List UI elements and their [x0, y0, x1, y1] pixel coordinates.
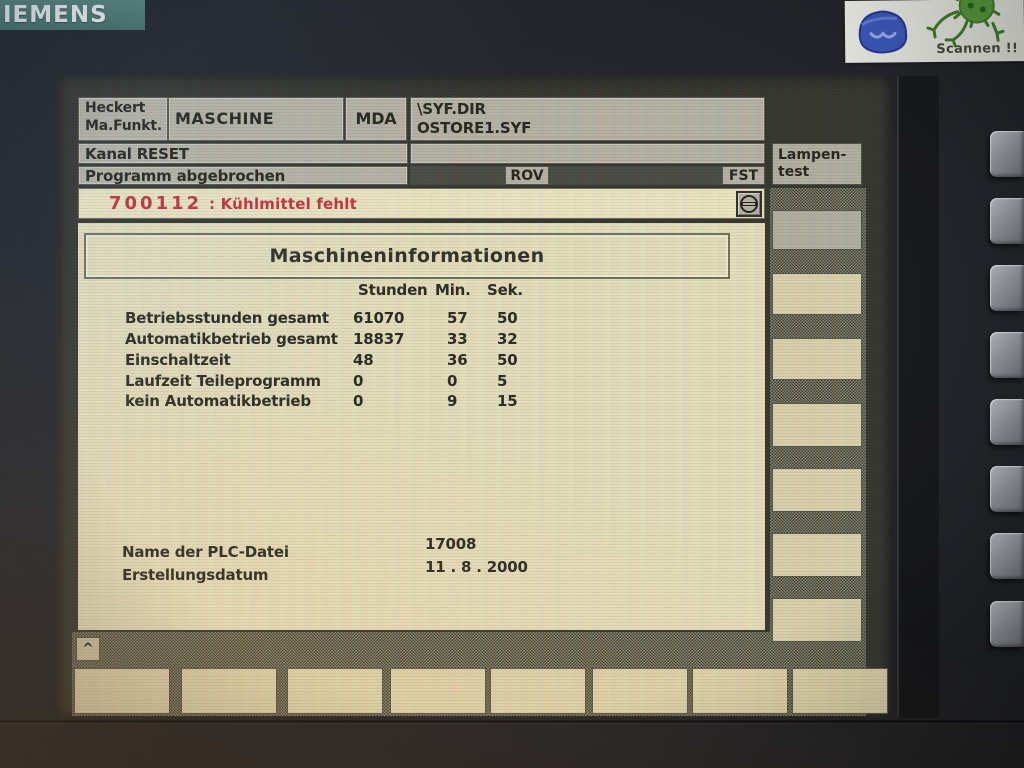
plc-date-label: Erstellungsdatum	[122, 566, 269, 584]
softkey-bottom-8[interactable]	[792, 668, 888, 714]
row-value: 0	[353, 372, 364, 390]
alarm-number: 700112	[109, 193, 203, 214]
program-path-line2: OSTORE1.SYF	[417, 118, 532, 137]
row-label: Betriebsstunden gesamt	[125, 309, 329, 327]
bezel-seam-vertical	[897, 76, 939, 718]
col-header-stunden: Stunden	[358, 281, 428, 299]
sticker-caption: Scannen !!	[936, 41, 1019, 57]
fst-badge: FST	[722, 166, 765, 185]
row-value: 15	[497, 392, 518, 410]
hardkey-right-6[interactable]	[990, 466, 1024, 512]
channel-status-right-box	[410, 143, 765, 164]
softkey-right-1[interactable]: Lampen-test	[772, 143, 862, 185]
hardkey-right-7[interactable]	[990, 533, 1024, 579]
row-value: 33	[447, 330, 468, 348]
softkey-bottom-5[interactable]	[490, 668, 586, 714]
col-header-sek: Sek.	[487, 281, 523, 299]
col-header-min: Min.	[435, 281, 471, 299]
row-label: Einschaltzeit	[125, 351, 231, 369]
softkey-area-box: Heckert Ma.Funkt.	[78, 97, 168, 141]
row-value: 50	[497, 309, 518, 327]
softkey-right-3[interactable]	[772, 273, 862, 315]
scan-sticker: Scannen !!	[844, 0, 1024, 63]
row-value: 9	[447, 392, 458, 410]
machine-info-panel: Maschineninformationen Stunden Min. Sek.…	[78, 223, 765, 630]
softkey-right-5[interactable]	[772, 403, 862, 447]
softkey-bottom-4[interactable]	[390, 668, 486, 714]
hardkey-right-5[interactable]	[990, 399, 1024, 445]
alarm-line: 700112 : Kühlmittel fehlt	[78, 188, 765, 219]
row-value: 5	[497, 372, 508, 390]
row-value: 36	[447, 351, 468, 369]
row-value: 18837	[353, 330, 405, 348]
softkey-bottom-7[interactable]	[692, 668, 788, 714]
softkey-bottom-3[interactable]	[287, 668, 383, 714]
softkey-right-4[interactable]	[772, 338, 862, 380]
rov-badge: ROV	[505, 166, 549, 185]
row-value: 48	[353, 351, 374, 369]
alarm-message: : Kühlmittel fehlt	[209, 195, 358, 213]
bezel-seam-horizontal	[0, 720, 1024, 728]
program-path-box: \SYF.DIR OSTORE1.SYF	[410, 97, 765, 141]
softkey-right-6[interactable]	[772, 468, 862, 512]
softkey-bottom-1[interactable]	[74, 668, 170, 714]
status-flag-strip: ROV FST	[410, 166, 765, 185]
row-value: 57	[447, 309, 468, 327]
siemens-logo: IEMENS	[0, 0, 145, 30]
row-value: 50	[497, 351, 518, 369]
row-label: Laufzeit Teileprogramm	[125, 372, 321, 390]
virus-icon	[926, 10, 1005, 48]
softkey-bottom-2[interactable]	[181, 668, 277, 714]
row-value: 61070	[353, 309, 405, 327]
softkey-bottom-6[interactable]	[592, 668, 688, 714]
plc-file-value: 17008	[425, 535, 477, 553]
softkey-right-2[interactable]	[772, 210, 862, 250]
recall-caret-icon[interactable]: ^	[76, 637, 100, 661]
hardkey-right-4[interactable]	[990, 332, 1024, 378]
program-path-line1: \SYF.DIR	[417, 100, 486, 118]
program-status: Programm abgebrochen	[78, 166, 408, 185]
row-value: 0	[447, 372, 458, 390]
softkey-area-line1: Heckert	[85, 100, 146, 116]
crt-screen: Heckert Ma.Funkt. MASCHINE MDA \SYF.DIR …	[58, 76, 890, 716]
operating-area-box: MASCHINE	[168, 97, 344, 141]
row-value: 32	[497, 330, 518, 348]
alarm-ack-icon[interactable]	[736, 191, 762, 217]
row-value: 0	[353, 392, 364, 410]
hardkey-right-8[interactable]	[990, 601, 1024, 647]
channel-status: Kanal RESET	[78, 143, 408, 164]
hardkey-right-3[interactable]	[990, 265, 1024, 311]
row-label: kein Automatikbetrieb	[125, 392, 311, 410]
hardkey-right-1[interactable]	[990, 131, 1024, 177]
plc-file-label: Name der PLC-Datei	[122, 543, 289, 561]
softkey-area-line2: Ma.Funkt.	[85, 117, 163, 134]
sticker-art	[858, 0, 1005, 54]
row-label: Automatikbetrieb gesamt	[125, 330, 338, 348]
mode-box: MDA	[345, 97, 407, 141]
page-title: Maschineninformationen	[84, 233, 730, 279]
plc-date-value: 11 . 8 . 2000	[425, 558, 528, 576]
softkey-right-7[interactable]	[772, 533, 862, 577]
hardkey-right-2[interactable]	[990, 198, 1024, 244]
softkey-right-8[interactable]	[772, 598, 862, 642]
